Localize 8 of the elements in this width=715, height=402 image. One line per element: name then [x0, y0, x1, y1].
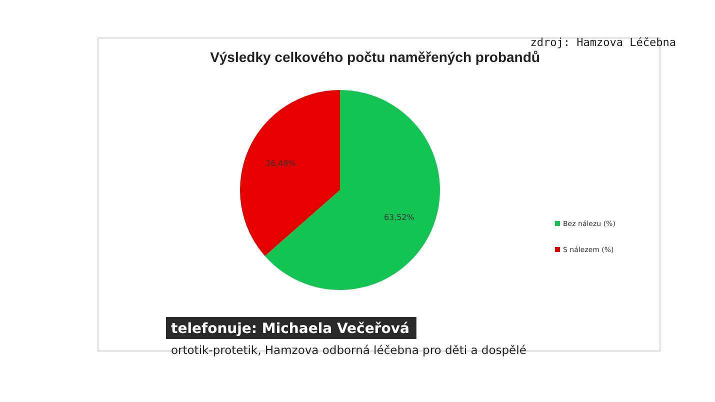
text: ortotik-protetik, Hamzova odborná léčebna pro děti a dospělé: [171, 343, 526, 357]
text: zdroj: Hamzova Léčebna: [530, 36, 676, 49]
data-label: 63,52%: [384, 212, 415, 222]
chart-title: Výsledky celkového počtu naměřených probandů: [210, 49, 540, 65]
text: telefonuje: Michaela Večeřová: [171, 321, 410, 337]
pie-slice: [240, 90, 340, 256]
data-label: 36,48%: [266, 159, 296, 168]
pie-slice: [264, 90, 440, 290]
